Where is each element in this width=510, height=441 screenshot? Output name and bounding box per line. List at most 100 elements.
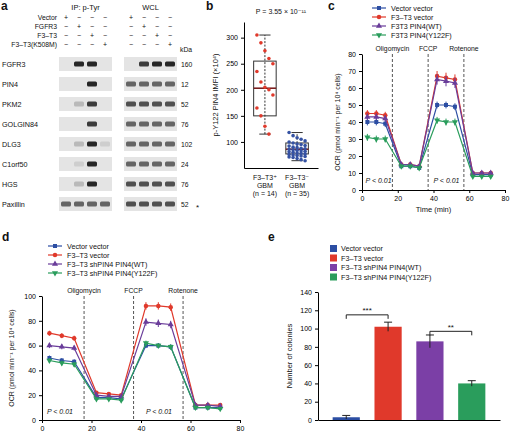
marker xyxy=(71,362,77,367)
panel-label: d xyxy=(2,230,9,244)
legend-label: F3T3 PIN4(WT) xyxy=(391,22,442,31)
tick: 30 xyxy=(348,136,362,143)
panel-label: a xyxy=(1,0,8,13)
condition-label: FGFR3 xyxy=(35,23,57,30)
y-axis-line xyxy=(42,297,43,421)
category-label: F3–T3⁺GBM(n = 14) xyxy=(253,174,277,198)
band xyxy=(139,82,149,87)
tick: 20 xyxy=(304,398,318,405)
point xyxy=(287,144,291,148)
tick-mark xyxy=(315,402,318,403)
plot-area xyxy=(364,54,493,190)
tick-label: 250 xyxy=(226,60,238,67)
sign: − xyxy=(103,23,107,30)
band xyxy=(61,182,71,187)
band xyxy=(100,142,110,147)
series-line xyxy=(49,343,220,409)
band xyxy=(87,122,97,127)
marker xyxy=(46,342,52,347)
point xyxy=(287,140,291,144)
protein-label: HGS xyxy=(2,180,18,189)
legend-label: Vector vector xyxy=(67,242,110,251)
sign: − xyxy=(90,23,94,30)
band xyxy=(165,62,175,67)
marker xyxy=(156,304,161,309)
y-axis-line xyxy=(318,293,319,421)
protein-label: FGFR3 xyxy=(2,60,26,69)
blot-strip xyxy=(124,57,177,71)
marker xyxy=(382,137,388,142)
band xyxy=(74,62,84,67)
tick-label: 80 xyxy=(502,195,510,202)
sign: − xyxy=(77,41,81,48)
blot-strip xyxy=(124,197,177,211)
asterisk: * xyxy=(196,203,199,212)
header: WCL xyxy=(142,3,159,12)
blot-strip xyxy=(59,97,112,111)
sign: − xyxy=(90,14,94,21)
tick: 0 xyxy=(308,417,318,424)
point xyxy=(267,57,271,61)
band xyxy=(87,62,97,67)
tick-label: 20 xyxy=(304,398,312,405)
panel-c: c01020304050607080020406080OCR (pmol min… xyxy=(328,0,509,214)
band xyxy=(165,82,175,87)
tick: 40 xyxy=(348,119,362,126)
marker xyxy=(488,169,494,174)
tick-label: 100 xyxy=(24,293,36,300)
tick: 80 xyxy=(502,190,510,202)
tick-mark xyxy=(359,190,362,191)
marker xyxy=(416,166,422,171)
tick: 100 xyxy=(300,325,318,332)
marker xyxy=(168,321,174,326)
kda-header: kDa xyxy=(180,46,192,53)
tick: 70 xyxy=(348,68,362,75)
band xyxy=(100,182,110,187)
band xyxy=(152,82,162,87)
tick-mark xyxy=(315,420,318,421)
point xyxy=(303,159,307,163)
significance-label: ** xyxy=(448,323,454,332)
point xyxy=(299,158,303,162)
marker xyxy=(488,175,494,180)
tick: 0 xyxy=(352,187,362,194)
marker xyxy=(192,406,198,411)
marker xyxy=(59,343,65,348)
y-axis: 020406080100120140 xyxy=(300,289,318,424)
tick-label: 20 xyxy=(348,153,356,160)
tick-mark xyxy=(398,190,399,193)
tick-mark xyxy=(359,105,362,106)
sign: + xyxy=(129,14,133,21)
protein-label: DLG3 xyxy=(2,140,21,149)
tick-mark xyxy=(315,292,318,293)
marker xyxy=(205,406,211,411)
error-bar xyxy=(342,415,350,419)
tick-label: 60 xyxy=(28,342,36,349)
sign: + xyxy=(103,41,107,48)
band xyxy=(74,162,84,167)
legend-label: Vector vector xyxy=(341,244,384,253)
point xyxy=(271,62,275,66)
band xyxy=(61,102,71,107)
tick-mark xyxy=(241,38,244,39)
marker xyxy=(143,341,149,346)
protein-label: PIN4 xyxy=(2,80,18,89)
marker xyxy=(382,115,388,120)
tick-mark xyxy=(92,420,93,423)
band xyxy=(87,102,97,107)
tick-mark xyxy=(359,88,362,89)
tick-mark xyxy=(315,310,318,311)
tick-label: 0 xyxy=(41,425,45,432)
band xyxy=(61,202,71,207)
marker xyxy=(444,103,448,107)
sign: − xyxy=(155,23,159,30)
panel-label: c xyxy=(328,0,335,13)
tick-label: 50 xyxy=(348,102,356,109)
tick-mark xyxy=(315,347,318,348)
legend-swatch xyxy=(330,255,337,262)
y-axis-line xyxy=(362,55,363,191)
figure: aIP: p-TyrWCLVector+−−−+−−−FGFR3−+−−−+−−… xyxy=(0,0,510,441)
marker xyxy=(479,169,485,174)
tick-mark xyxy=(359,122,362,123)
bar xyxy=(374,327,401,420)
